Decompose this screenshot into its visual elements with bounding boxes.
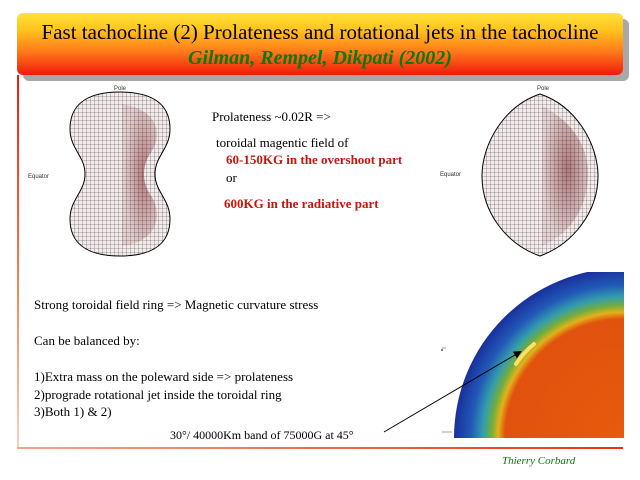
title-main: Fast tachocline (2) Prolateness and rota… [41,20,599,44]
or-text: or [226,170,237,185]
title-authors: Gilman, Rempel, Dikpati (2002) [188,47,452,69]
arrow-to-band [383,350,522,433]
balanced-by-text: Can be balanced by: [34,333,140,348]
author-signature: Thierry Corbard [502,455,576,467]
left-equator-label: Equator [28,174,50,180]
option-1-text: 1)Extra mass on the poleward side => pro… [34,369,294,384]
band-caption-text: 30°/ 40000Km band of 75000G at 45° [170,428,354,442]
simulation-quarter-disk-image [438,272,624,440]
left-pole-label: Pole [114,86,127,92]
prolateness-text: Prolateness ~0.02R => [212,109,331,124]
option-2-text: 2)prograde rotational jet inside the tor… [34,387,282,402]
frame-bottom-border [17,447,623,449]
right-wireframe-figure [481,93,599,257]
right-pole-label: Pole [537,86,550,92]
left-wireframe-figure [69,91,171,257]
right-equator-label: Equator [440,172,462,178]
title-banner: Fast tachocline (2) Prolateness and rota… [17,13,623,75]
radiative-value-text: 600KG in the radiative part [224,196,379,211]
overshoot-value-text: 60-150KG in the overshoot part [226,152,403,167]
toroidal-field-text: toroidal magentic field of [216,135,349,150]
frame-left-border [17,75,19,449]
option-3-text: 3)Both 1) & 2) [34,404,112,419]
curvature-stress-text: Strong toroidal field ring => Magnetic c… [34,297,319,312]
